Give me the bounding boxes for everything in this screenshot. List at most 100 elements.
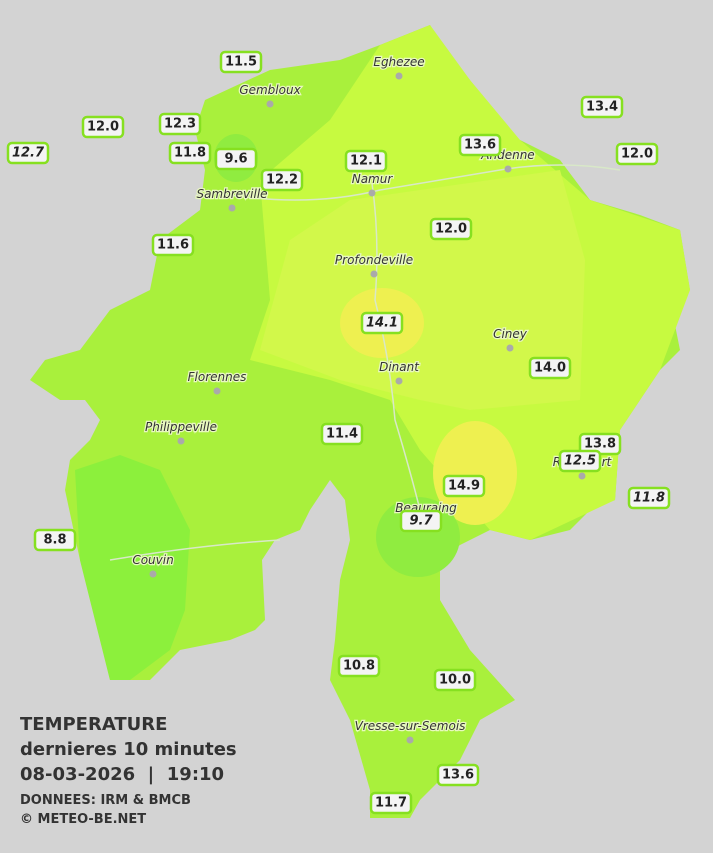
station: 11.5 (219, 50, 263, 74)
station: 10.0 (433, 668, 477, 692)
station-box (6, 141, 50, 165)
station-box (320, 422, 364, 446)
city-dot (506, 344, 514, 352)
city-dot (504, 165, 512, 173)
station: 11.6 (151, 233, 195, 257)
station-box (337, 654, 381, 678)
station-box (442, 474, 486, 498)
city-dot (228, 204, 236, 212)
station-value: 12.7 (12, 146, 45, 161)
city-dot (213, 387, 221, 395)
station-value: 10.0 (439, 673, 471, 688)
station: 12.0 (429, 217, 473, 241)
station-value: 14.9 (448, 479, 480, 494)
station: 12.1 (344, 149, 388, 173)
legend-title: TEMPERATURE (20, 714, 167, 735)
station: 12.0 (81, 115, 125, 139)
station-value: 9.7 (409, 514, 433, 529)
station-box (433, 668, 477, 692)
city-label: Dinant (379, 360, 420, 374)
city-label: Profondeville (335, 253, 413, 267)
station-value: 14.1 (366, 316, 398, 331)
station-value: 12.2 (266, 173, 298, 188)
city-label: Gembloux (239, 83, 301, 97)
station-box (580, 95, 624, 119)
station: 12.0 (615, 142, 659, 166)
station-value: 13.8 (584, 437, 616, 452)
city-label: Namur (352, 172, 394, 186)
station-value: 12.5 (564, 454, 596, 469)
station: 11.7 (369, 791, 413, 815)
station: 13.6 (458, 133, 502, 157)
city-label: Couvin (132, 553, 173, 567)
station-value: 11.6 (157, 238, 189, 253)
city-label: Ciney (493, 327, 528, 341)
station: 14.0 (528, 356, 572, 380)
station: 14.1 (360, 311, 404, 335)
station-value: 11.8 (633, 491, 665, 506)
station-box (369, 791, 413, 815)
station-value: 11.8 (174, 146, 206, 161)
station-value: 8.8 (43, 533, 66, 548)
station: 10.8 (337, 654, 381, 678)
city-label: Vresse-sur-Semois (355, 719, 466, 733)
city-dot (578, 472, 586, 480)
city-label: Florennes (188, 370, 247, 384)
station-box (33, 528, 77, 552)
station: 9.7 (399, 509, 443, 533)
station-value: 12.3 (164, 117, 196, 132)
station: 14.9 (442, 474, 486, 498)
city-dot (370, 270, 378, 278)
station-value: 12.0 (435, 222, 467, 237)
station-box (158, 112, 202, 136)
station-box (558, 449, 602, 473)
station-box (436, 763, 480, 787)
station-value: 12.0 (87, 120, 119, 135)
city-label: Eghezee (373, 55, 424, 69)
station-box (429, 217, 473, 241)
station: 13.4 (580, 95, 624, 119)
station-box (360, 311, 404, 335)
station-value: 13.6 (464, 138, 496, 153)
station-box (151, 233, 195, 257)
city-dot (395, 72, 403, 80)
city-dot (149, 570, 157, 578)
station-box (260, 168, 304, 192)
legend-copyright: © METEO-BE.NET (20, 812, 146, 827)
station: 12.5 (558, 449, 602, 473)
station-box (214, 147, 258, 171)
legend: TEMPERATURE dernieres 10 minutes 08-03-2… (20, 714, 237, 827)
station-box (399, 509, 443, 533)
station-box (528, 356, 572, 380)
station-box (168, 141, 212, 165)
station-value: 10.8 (343, 659, 375, 674)
station: 13.6 (436, 763, 480, 787)
city-dot (177, 437, 185, 445)
station: 12.7 (6, 141, 50, 165)
station: 12.3 (158, 112, 202, 136)
station-value: 12.1 (350, 154, 382, 169)
station-box (458, 133, 502, 157)
station: 9.6 (214, 147, 258, 171)
legend-source: DONNEES: IRM & BMCB (20, 793, 191, 808)
city-label: Philippeville (145, 420, 217, 434)
station-value: 9.6 (224, 152, 247, 167)
station-box (81, 115, 125, 139)
station-value: 11.4 (326, 427, 358, 442)
station-value: 12.0 (621, 147, 653, 162)
city-dot (266, 100, 274, 108)
station: 13.8 (578, 432, 622, 456)
station-box (615, 142, 659, 166)
station: 11.4 (320, 422, 364, 446)
city-dot (395, 377, 403, 385)
station-value: 14.0 (534, 361, 566, 376)
station: 12.2 (260, 168, 304, 192)
station-box (627, 486, 671, 510)
city-label: Sambreville (196, 187, 267, 201)
station: 11.8 (627, 486, 671, 510)
station-value: 11.5 (225, 55, 257, 70)
station-value: 13.4 (586, 100, 618, 115)
city-dot (406, 736, 414, 744)
city-dot (368, 189, 376, 197)
